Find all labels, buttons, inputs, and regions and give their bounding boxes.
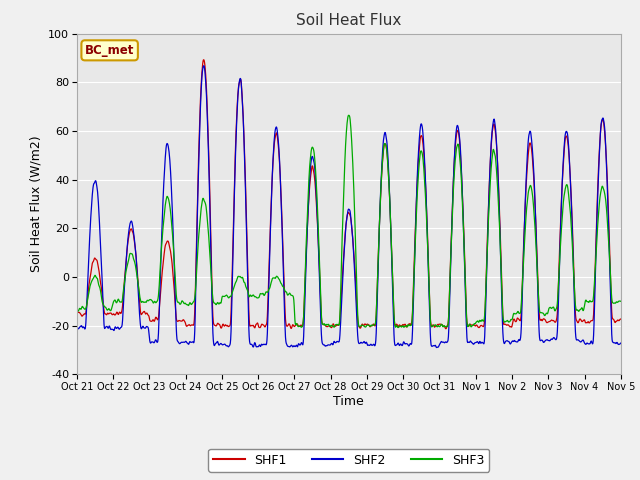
SHF2: [505, 339, 513, 345]
SHF3: [194, 247, 202, 253]
Text: BC_met: BC_met: [85, 44, 134, 57]
SHF2: [617, 340, 625, 346]
SHF3: [553, 304, 561, 310]
SHF3: [73, 310, 81, 316]
SHF1: [73, 310, 81, 315]
SHF2: [73, 324, 81, 329]
SHF1: [434, 322, 442, 327]
SHF2: [180, 339, 188, 345]
SHF2: [434, 344, 442, 350]
SHF3: [345, 112, 353, 118]
SHF2: [553, 334, 561, 339]
SHF1: [553, 314, 561, 320]
SHF1: [505, 323, 513, 328]
SHF1: [442, 326, 450, 332]
SHF2: [200, 63, 207, 69]
SHF3: [180, 301, 188, 307]
SHF1: [200, 57, 207, 63]
Line: SHF1: SHF1: [77, 60, 621, 329]
Title: Soil Heat Flux: Soil Heat Flux: [296, 13, 401, 28]
SHF3: [505, 319, 513, 325]
X-axis label: Time: Time: [333, 395, 364, 408]
Y-axis label: Soil Heat Flux (W/m2): Soil Heat Flux (W/m2): [29, 136, 43, 272]
SHF2: [194, 194, 202, 200]
SHF3: [255, 295, 262, 300]
SHF2: [255, 343, 263, 348]
SHF1: [617, 316, 625, 322]
Line: SHF2: SHF2: [77, 66, 621, 348]
SHF1: [255, 324, 263, 330]
SHF3: [394, 324, 402, 330]
SHF1: [194, 186, 202, 192]
SHF3: [434, 323, 442, 329]
Line: SHF3: SHF3: [77, 115, 621, 327]
Legend: SHF1, SHF2, SHF3: SHF1, SHF2, SHF3: [209, 449, 489, 472]
SHF2: [433, 345, 440, 350]
SHF3: [617, 299, 625, 304]
SHF1: [180, 318, 188, 324]
